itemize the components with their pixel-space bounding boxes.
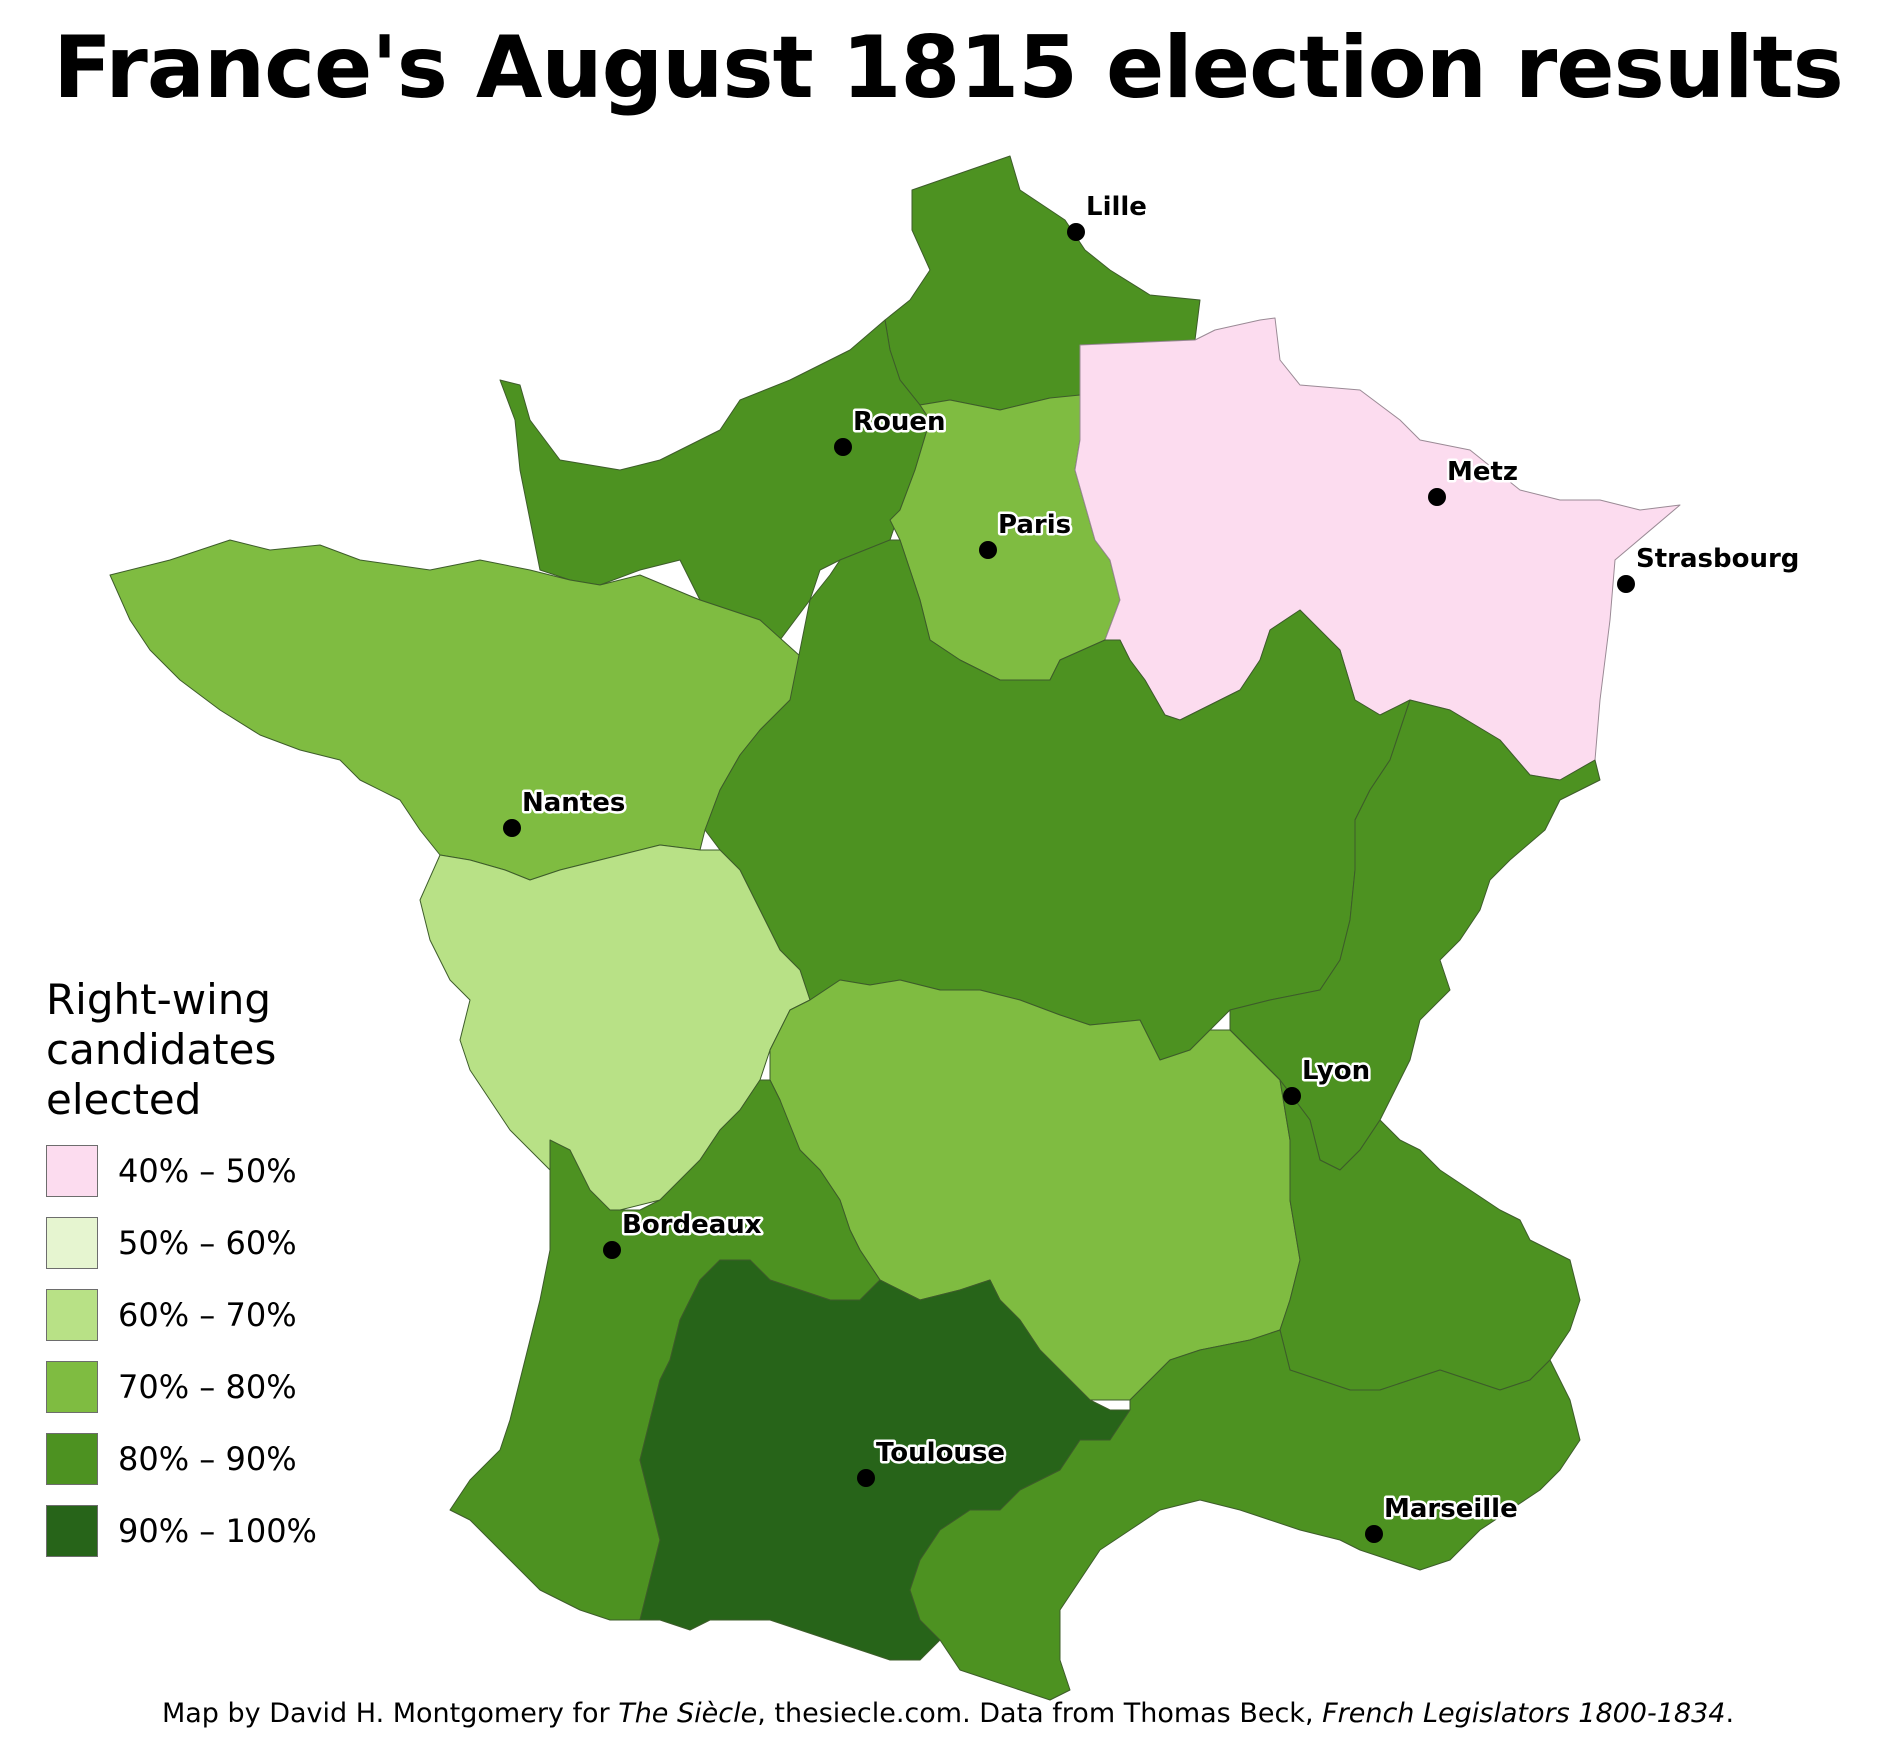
legend-item: 40% – 50% [46,1145,376,1197]
credit-text: Map by David H. Montgomery for [161,1698,619,1729]
city-dot [1067,223,1085,241]
city-label: Lyon [1302,1056,1370,1086]
region-northeast [1074,317,1681,781]
city-label: Metz [1447,457,1518,487]
legend-label: 60% – 70% [118,1296,297,1334]
legend-swatch [46,1361,98,1413]
city-label: Lille [1086,192,1147,222]
city-bordeaux: Bordeaux [603,1208,764,1259]
legend-item: 50% – 60% [46,1217,376,1269]
city-toulouse: Toulouse [857,1436,1008,1487]
legend-label: 50% – 60% [118,1224,297,1262]
city-label: Toulouse [876,1438,1005,1468]
legend-title: Right-wing candidates elected [46,975,277,1124]
city-lyon: Lyon [1283,1054,1373,1105]
region-south [909,1329,1581,1701]
credit-source: French Legislators 1800-1834 [1322,1698,1726,1729]
region-east [1229,699,1601,1171]
city-rouen: Rouen [834,405,948,456]
city-label: Paris [998,510,1071,540]
legend-swatch [46,1145,98,1197]
legend-swatch [46,1217,98,1269]
city-label: Nantes [522,788,625,818]
city-label: Bordeaux [622,1210,762,1240]
legend-item: 90% – 100% [46,1505,376,1557]
city-label: Strasbourg [1636,544,1799,574]
region-rhone [1229,1029,1581,1391]
city-nantes: Nantes [503,786,628,837]
city-marseille: Marseille [1365,1492,1520,1543]
city-dot [857,1469,875,1487]
city-dot [1365,1525,1383,1543]
legend-item: 80% – 90% [46,1433,376,1485]
city-dot [979,541,997,559]
legend-item: 60% – 70% [46,1289,376,1341]
legend-label: 80% – 90% [118,1440,297,1478]
legend-swatch [46,1433,98,1485]
city-label: Marseille [1384,1494,1518,1524]
map-title: France's August 1815 election results [53,18,1844,118]
legend-label: 40% – 50% [118,1152,297,1190]
credit-text: . [1725,1698,1735,1729]
legend-label: 90% – 100% [118,1512,317,1550]
city-dot [1283,1087,1301,1105]
city-dot [503,819,521,837]
city-dot [1617,575,1635,593]
city-dot [1428,488,1446,506]
legend-swatch [46,1289,98,1341]
legend-item: 70% – 80% [46,1361,376,1413]
legend-label: 70% – 80% [118,1368,297,1406]
city-dot [834,438,852,456]
credit-text: , thesiecle.com. Data from Thomas Beck, [757,1698,1323,1729]
city-metz: Metz [1428,455,1521,506]
city-strasbourg: Strasbourg [1617,542,1802,593]
city-paris: Paris [979,508,1074,559]
city-lille: Lille [1067,190,1149,241]
credit-line: Map by David H. Montgomery for The Siècl… [0,1698,1896,1729]
legend: Right-wing candidates elected 40% – 50% … [46,975,376,1577]
credit-publication: The Siècle [618,1698,758,1729]
city-dot [603,1241,621,1259]
city-label: Rouen [853,407,946,437]
legend-swatch [46,1505,98,1557]
